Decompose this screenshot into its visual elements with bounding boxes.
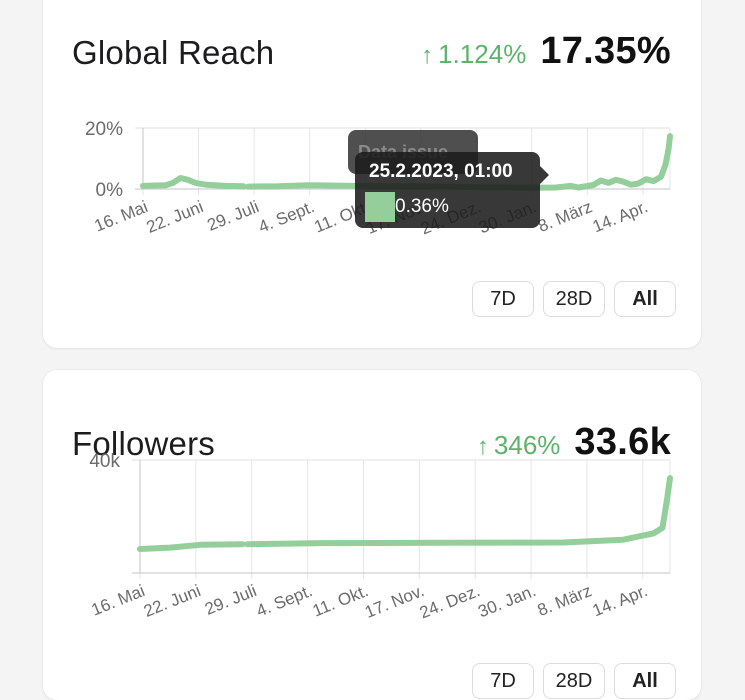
followers-y-tick-label: 40k	[89, 451, 120, 472]
followers-change-value: 346%	[493, 430, 561, 460]
followers-change: ↑ 346%	[477, 430, 561, 461]
reach-x-tick-label: 4. Sept.	[256, 197, 317, 237]
range-all-button[interactable]: All	[614, 281, 676, 317]
arrow-up-icon: ↑	[421, 42, 434, 69]
range-all-button[interactable]: All	[614, 663, 676, 699]
reach-x-tick-label: 16. Mai	[92, 197, 151, 236]
tooltip-swatch	[365, 192, 395, 222]
followers-x-tick-label: 17. Nov.	[362, 581, 427, 622]
followers-x-tick-label: 4. Sept.	[254, 581, 315, 621]
reach-y-tick-label: 20%	[85, 119, 123, 140]
tooltip-date: 25.2.2023, 01:00	[369, 161, 513, 182]
tooltip-value: 0.36%	[395, 196, 449, 217]
followers-x-tick-label: 24. Dez.	[417, 581, 483, 622]
followers-x-tick-label: 14. Apr.	[590, 581, 651, 620]
followers-x-tick-label: 8. März	[535, 581, 595, 620]
followers-x-tick-label: 29. Juli	[202, 581, 259, 619]
range-7d-button[interactable]: 7D	[472, 663, 534, 699]
chart-tooltip: 25.2.2023, 01:00 0.36%	[355, 152, 549, 228]
range-28d-button[interactable]: 28D	[543, 281, 605, 317]
arrow-up-icon: ↑	[476, 433, 489, 460]
reach-x-tick-label: 8. März	[535, 197, 595, 236]
global-reach-card: Global Reach ↑ 1.124% 17.35% 20% 0% 16. Ma…	[43, 0, 701, 348]
reach-range-buttons: 7D 28D All	[472, 281, 676, 317]
reach-x-tick-label: 14. Apr.	[590, 197, 651, 236]
global-reach-title: Global Reach	[72, 34, 275, 71]
followers-stat: ↑ 346% 33.6k	[477, 421, 671, 464]
followers-range-buttons: 7D 28D All	[472, 663, 676, 699]
reach-x-tick-label: 29. Juli	[205, 197, 262, 235]
followers-series-line	[137, 541, 246, 552]
global-reach-change-value: 1.124%	[438, 39, 527, 69]
followers-card: Followers ↑ 346% 33.6k 40k 16. Mai 22. Jun…	[43, 370, 701, 700]
range-7d-button[interactable]: 7D	[472, 281, 534, 317]
reach-y-tick-label: 0%	[96, 180, 124, 201]
tooltip-caret	[540, 166, 549, 184]
followers-x-tick-label: 11. Okt.	[310, 581, 371, 620]
followers-x-tick-label: 30. Jan.	[475, 581, 538, 621]
followers-series-line	[244, 475, 673, 548]
global-reach-change: ↑ 1.124%	[421, 39, 526, 70]
global-reach-stat: ↑ 1.124% 17.35%	[421, 30, 671, 73]
followers-value: 33.6k	[574, 421, 671, 463]
followers-title: Followers	[72, 425, 216, 462]
followers-x-tick-label: 16. Mai	[89, 581, 148, 620]
global-reach-value: 17.35%	[540, 30, 671, 72]
range-28d-button[interactable]: 28D	[543, 663, 605, 699]
reach-x-tick-label: 22. Juni	[144, 197, 206, 237]
reach-series-line	[140, 175, 247, 190]
followers-x-tick-label: 22. Juni	[141, 581, 203, 621]
